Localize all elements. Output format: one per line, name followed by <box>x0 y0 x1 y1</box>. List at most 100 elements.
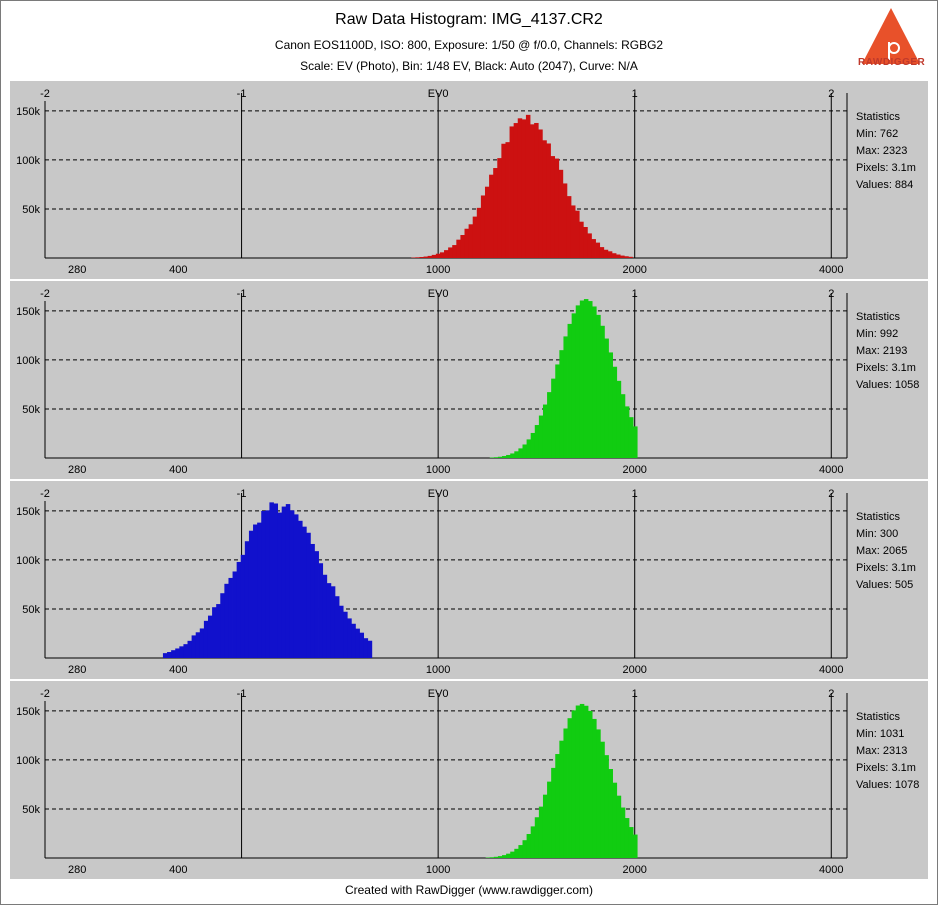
statistics-min: Min: 762 <box>856 128 898 140</box>
footer-credit: Created with RawDigger (www.rawdigger.co… <box>344 883 594 897</box>
histogram-bar <box>620 807 626 858</box>
histogram-bar <box>624 818 630 858</box>
histogram-bar <box>567 718 573 858</box>
histogram-bar <box>244 541 250 658</box>
histogram-bar <box>603 249 609 258</box>
histogram-bar <box>493 856 499 858</box>
histogram-bar <box>608 769 613 858</box>
histogram-bar <box>596 729 601 858</box>
histogram-bar <box>513 123 519 259</box>
histogram-bar <box>596 314 601 458</box>
histogram-bar <box>538 415 544 458</box>
histogram-bar <box>505 142 510 258</box>
histogram-bar <box>530 432 536 458</box>
logo-triangle <box>862 8 920 64</box>
histogram-bar <box>559 740 564 858</box>
bottom-value-tick-label: 400 <box>169 664 187 676</box>
histogram-bar <box>558 169 564 258</box>
top-ev-tick-label: -2 <box>40 88 50 100</box>
histogram-bar <box>493 457 499 458</box>
histogram-bar <box>604 338 609 458</box>
top-ev-tick-label: 1 <box>632 688 638 700</box>
histogram-bar <box>522 444 527 458</box>
bottom-value-tick-label: 400 <box>169 264 187 276</box>
histogram-bar <box>179 646 184 658</box>
histogram-bar <box>330 586 336 658</box>
top-ev-tick-label: -1 <box>237 288 247 300</box>
histogram-bar <box>612 366 618 458</box>
statistics-values: Values: 1058 <box>856 379 919 391</box>
bottom-value-tick-label: 2000 <box>622 464 646 476</box>
histogram-bar <box>310 543 315 658</box>
histogram-bar <box>273 503 279 658</box>
histogram-bar <box>571 710 577 858</box>
statistics-pixels: Pixels: 3.1m <box>856 362 916 374</box>
bottom-value-tick-label: 2000 <box>622 264 646 276</box>
top-ev-tick-label: -2 <box>40 688 50 700</box>
histogram-bar <box>563 336 568 458</box>
statistics-min: Min: 992 <box>856 328 898 340</box>
histogram-bar <box>435 253 441 258</box>
histogram-bar <box>510 851 515 858</box>
histogram-bar <box>162 653 168 658</box>
rawdigger-logo-icon <box>862 8 920 64</box>
statistics-min: Min: 300 <box>856 528 898 540</box>
histogram-bar <box>216 604 221 658</box>
y-tick-label: 150k <box>16 706 40 718</box>
statistics-max: Max: 2313 <box>856 745 907 757</box>
histogram-bar <box>171 650 176 658</box>
histogram-bar <box>587 233 592 258</box>
bottom-value-tick-label: 4000 <box>819 464 843 476</box>
histogram-bar <box>534 817 540 858</box>
histogram-bar <box>281 506 287 658</box>
histogram-bar <box>502 855 507 858</box>
statistics-heading: Statistics <box>856 111 901 123</box>
histogram-bar <box>306 532 311 658</box>
histogram-bar <box>220 593 225 658</box>
histogram-bar <box>517 118 523 258</box>
histogram-bar <box>522 840 527 858</box>
histogram-bar <box>592 306 597 458</box>
top-ev-tick-label: 2 <box>828 88 834 100</box>
histogram-bar <box>285 504 291 658</box>
top-ev-tick-label: -1 <box>237 88 247 100</box>
histogram-panel <box>10 281 928 479</box>
histogram-bar <box>538 806 544 858</box>
y-tick-label: 100k <box>16 355 40 367</box>
histogram-bar <box>575 210 580 258</box>
histogram-bar <box>236 561 242 658</box>
top-ev-tick-label: 2 <box>828 488 834 500</box>
histogram-bar <box>628 417 634 458</box>
bottom-value-tick-label: 280 <box>68 664 86 676</box>
y-tick-label: 50k <box>22 804 40 816</box>
histogram-bar <box>592 718 597 858</box>
histogram-bar <box>456 239 461 258</box>
histogram-bar <box>588 301 593 458</box>
histogram-bar <box>167 652 172 658</box>
bottom-value-tick-label: 4000 <box>819 264 843 276</box>
histogram-bar <box>579 221 584 258</box>
statistics-min: Min: 1031 <box>856 728 904 740</box>
histogram-bar <box>423 256 429 258</box>
histogram-bar <box>624 406 630 458</box>
histogram-bar <box>583 226 588 258</box>
histogram-bar <box>506 853 511 858</box>
y-tick-label: 100k <box>16 155 40 167</box>
histogram-bar <box>322 574 328 658</box>
statistics-max: Max: 2065 <box>856 545 907 557</box>
statistics-values: Values: 884 <box>856 179 913 191</box>
histogram-bar <box>566 196 572 258</box>
bottom-value-tick-label: 4000 <box>819 864 843 876</box>
histogram-bar <box>347 618 352 658</box>
histogram-bar <box>538 129 543 258</box>
histogram-bar <box>480 195 486 258</box>
histogram-bar <box>571 313 577 458</box>
histogram-bar <box>588 710 593 858</box>
histogram-bar <box>559 350 564 458</box>
histogram-bar <box>277 512 283 658</box>
histogram-bar <box>493 168 498 258</box>
histogram-bar <box>600 741 605 858</box>
histogram-bar <box>318 563 324 658</box>
histogram-bar <box>427 255 433 258</box>
histogram-bar <box>265 510 270 658</box>
